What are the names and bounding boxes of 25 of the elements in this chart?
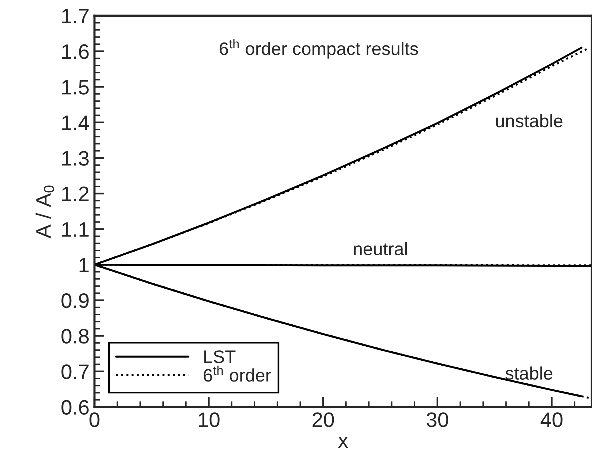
y-tick-label: 0.7 bbox=[62, 364, 89, 380]
legend-label: LST bbox=[204, 350, 236, 364]
x-tick-label: 20 bbox=[312, 412, 334, 428]
legend-label: 6$^{th}$ order bbox=[204, 366, 272, 382]
y-tick-label: 1.1 bbox=[62, 222, 89, 237]
x-tick-label: 30 bbox=[426, 412, 448, 428]
x-tick-label: 40 bbox=[540, 412, 563, 428]
y-tick-label: 0.6 bbox=[62, 400, 89, 415]
annotation: stable bbox=[506, 366, 553, 380]
annotation: neutral bbox=[354, 242, 408, 256]
y-axis-title: A / A$_{0}$ bbox=[36, 186, 54, 239]
y-tick-label: 1.2 bbox=[62, 186, 89, 202]
annotation: 6$^{th}$ order compact results bbox=[220, 39, 418, 59]
y-tick-label: 1 bbox=[80, 258, 89, 272]
y-tick-label: 1.7 bbox=[62, 9, 89, 24]
y-tick-label: 1.4 bbox=[62, 116, 90, 130]
x-tick-label: 10 bbox=[199, 412, 220, 428]
x-tick-label: 0 bbox=[90, 412, 100, 428]
y-tick-label: 0.9 bbox=[62, 294, 89, 308]
x-axis-title: x bbox=[338, 436, 348, 448]
y-tick-label: 1.6 bbox=[62, 44, 89, 60]
y-tick-label: 1.3 bbox=[62, 151, 89, 166]
annotation: unstable bbox=[496, 114, 563, 128]
y-tick-label: 1.5 bbox=[62, 80, 89, 95]
y-tick-label: 0.8 bbox=[62, 329, 89, 344]
